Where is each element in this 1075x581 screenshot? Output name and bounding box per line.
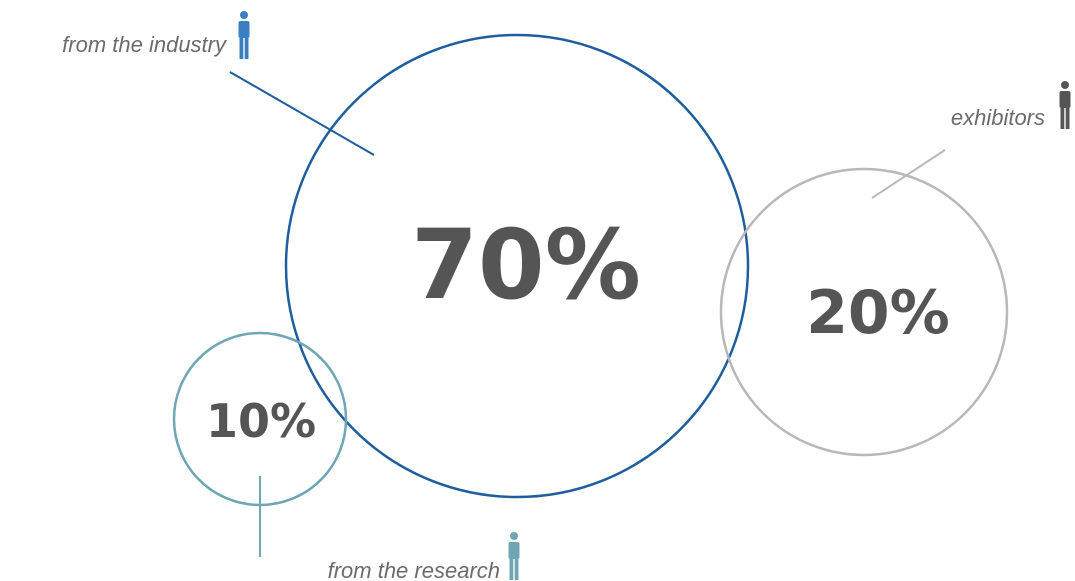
exhibitors-label: exhibitors <box>951 105 1045 130</box>
industry-connector <box>229 71 375 156</box>
exhibitors-circle <box>719 167 1009 457</box>
industry-label: from the industry <box>62 32 228 57</box>
research-label: from the research <box>328 558 500 581</box>
research-circle <box>172 331 348 507</box>
industry-circle <box>284 33 750 499</box>
research-percent: 10% <box>206 394 316 448</box>
industry-percent: 70% <box>411 209 641 321</box>
industry-person-icon <box>238 11 250 59</box>
exhibitors-percent: 20% <box>806 278 950 348</box>
exhibitors-person-icon <box>1059 81 1071 129</box>
exhibitors-connector <box>871 149 946 199</box>
research-person-icon <box>508 532 520 580</box>
